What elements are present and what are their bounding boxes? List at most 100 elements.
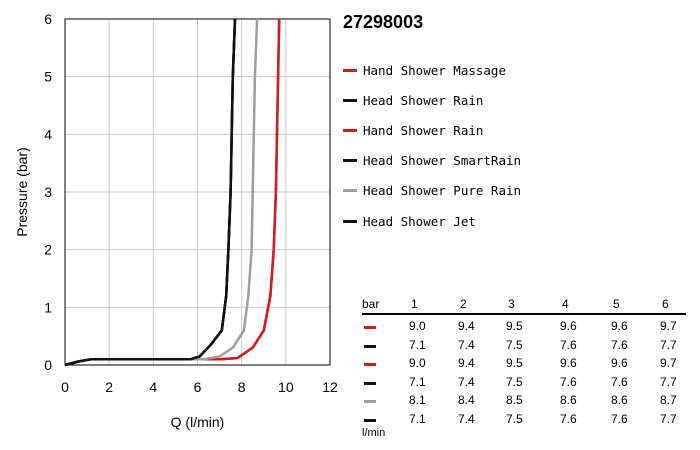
table-cell: 7.6: [560, 411, 577, 426]
legend-swatch: [343, 128, 357, 132]
table-row-swatch: [364, 381, 376, 385]
legend-swatch: [343, 98, 357, 102]
legend-label: Hand Shower Massage: [363, 62, 506, 78]
table-cell: 9.7: [660, 319, 677, 333]
table-header-label: bar: [362, 297, 380, 311]
table-cell: 7.7: [660, 374, 677, 389]
table-cell: 7.5: [506, 411, 523, 426]
table-cell: 7.6: [560, 337, 577, 352]
table-cell: 9.7: [660, 356, 677, 371]
legend-label: Hand Shower Rain: [363, 122, 484, 138]
y-tick-labels: 0 1 2 3 4 5 6: [44, 11, 52, 373]
product-number: 27298003: [343, 12, 424, 32]
legend-item: Head Shower SmartRain: [343, 146, 521, 176]
table-body: 9.0 9.4 9.5 9.6 9.6 9.7 7.1 7.4 7.5 7.6 7.6 7.7 9.0 9…: [362, 317, 686, 429]
legend-label: Head Shower Pure Rain: [363, 183, 522, 199]
y-tick-label: 6: [44, 11, 52, 27]
table-cell: 9.0: [409, 356, 426, 371]
table-column-header: 4: [562, 297, 569, 311]
plot-frame: [64, 18, 331, 366]
table-cell: 8.4: [458, 393, 475, 408]
table-cell: 9.4: [458, 319, 475, 333]
table-cell: 7.7: [660, 411, 677, 426]
legend-swatch: [343, 68, 357, 72]
table-row: 8.1 8.4 8.5 8.6 8.6 8.7: [362, 391, 686, 410]
table-row: 7.1 7.4 7.5 7.6 7.6 7.7: [362, 373, 686, 392]
legend-item: Hand Shower Massage: [343, 55, 521, 85]
table-cell: 8.1: [409, 393, 426, 408]
table-cell: 9.4: [458, 356, 475, 371]
table-column-header: 3: [508, 297, 515, 311]
table-row: 7.1 7.4 7.5 7.6 7.6 7.7: [362, 336, 686, 355]
table-row: 9.0 9.4 9.5 9.6 9.6 9.7: [362, 317, 686, 336]
x-tick-labels: 0 2 4 6 8 10 12: [61, 379, 338, 395]
table-cell: 7.4: [458, 374, 475, 389]
y-tick-label: 2: [44, 242, 52, 258]
table-cell: 9.5: [506, 319, 523, 333]
y-tick-label: 5: [44, 69, 52, 85]
table-cell: 9.5: [506, 356, 523, 371]
table-row-swatch: [364, 400, 376, 404]
table-row-swatch: [364, 363, 376, 367]
table-cell: 9.6: [560, 319, 577, 333]
legend-swatch: [343, 159, 357, 163]
table-cell: 9.6: [560, 356, 577, 371]
table-cell: 8.7: [660, 393, 677, 408]
x-tick-label: 0: [61, 379, 69, 395]
legend-item: Head Shower Jet: [343, 206, 521, 236]
table-column-header: 6: [662, 297, 669, 311]
table-cell: 7.6: [611, 337, 628, 352]
x-tick-label: 8: [238, 379, 246, 395]
x-axis-label: Q (l/min): [171, 414, 225, 430]
table-cell: 8.5: [506, 393, 523, 408]
y-tick-label: 0: [44, 357, 52, 373]
legend-item: Hand Shower Rain: [343, 115, 521, 145]
table-unit-label: l/min: [362, 427, 386, 439]
legend-label: Head Shower Jet: [363, 213, 476, 229]
legend-label: Head Shower SmartRain: [363, 153, 522, 169]
table-row-swatch: [364, 344, 376, 348]
table-cell: 8.6: [560, 393, 577, 408]
table-row-swatch: [364, 418, 376, 422]
table-cell: 8.6: [611, 393, 628, 408]
table-cell: 7.1: [409, 411, 426, 426]
table-header: bar 1 2 3 4 5 6: [362, 297, 686, 313]
table-cell: 9.6: [611, 319, 628, 333]
legend-item: Head Shower Rain: [343, 85, 521, 115]
table-cell: 9.6: [611, 356, 628, 371]
x-tick-label: 12: [322, 379, 338, 395]
series-line-6: [64, 18, 237, 367]
legend-item: Head Shower Pure Rain: [343, 176, 521, 206]
legend-swatch: [343, 189, 357, 193]
table-column-header: 2: [460, 297, 467, 311]
table-row-swatch: [364, 326, 376, 329]
legend-swatch: [343, 219, 357, 223]
table-column-header: 5: [613, 297, 620, 311]
table-cell: 7.6: [560, 374, 577, 389]
x-tick-label: 4: [149, 379, 157, 395]
table-cell: 7.6: [611, 411, 628, 426]
y-axis-label: Pressure (bar): [14, 147, 30, 236]
table-cell: 7.4: [458, 411, 475, 426]
chart-grid: [64, 18, 331, 366]
table-cell: 7.5: [506, 337, 523, 352]
chart-legend: Hand Shower Massage Head Shower Rain Hand …: [343, 55, 521, 236]
table-cell: 7.1: [409, 374, 426, 389]
x-tick-label: 10: [278, 379, 294, 395]
table-cell: 7.5: [506, 374, 523, 389]
table-row: 7.1 7.4 7.5 7.6 7.6 7.7: [362, 410, 686, 429]
y-tick-label: 4: [44, 126, 52, 142]
series-lines: [64, 18, 281, 367]
y-tick-label: 3: [44, 184, 52, 200]
table-rule: [362, 313, 686, 315]
table-cell: 7.7: [660, 337, 677, 352]
table-cell: 7.4: [458, 337, 475, 352]
table-cell: 7.6: [611, 374, 628, 389]
x-tick-label: 2: [105, 379, 113, 395]
table-cell: 7.1: [409, 337, 426, 352]
table-row: 9.0 9.4 9.5 9.6 9.6 9.7: [362, 354, 686, 373]
table-cell: 9.0: [409, 319, 426, 333]
y-tick-label: 1: [44, 299, 52, 315]
